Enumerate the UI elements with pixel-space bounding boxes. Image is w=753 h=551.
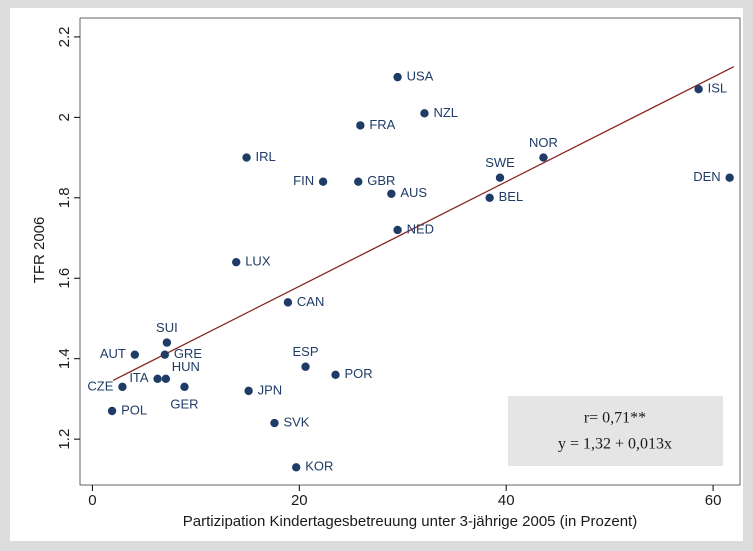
point bbox=[160, 350, 170, 359]
point bbox=[354, 177, 363, 186]
point bbox=[331, 370, 340, 379]
point-label: GRE bbox=[174, 346, 203, 361]
point bbox=[393, 225, 402, 235]
point-label: GER bbox=[170, 396, 198, 411]
point bbox=[244, 386, 253, 396]
annotation: r= 0,71** bbox=[584, 410, 646, 427]
annotation: y = 1,32 + 0,013x bbox=[558, 436, 672, 453]
x-axis-title: Partizipation Kindertagesbetreuung unter… bbox=[183, 513, 637, 530]
x-tick-label: 0 bbox=[88, 492, 96, 509]
point bbox=[153, 374, 162, 384]
point-label: CZE bbox=[87, 378, 113, 393]
point-label: GBR bbox=[367, 173, 395, 188]
y-tick-label: 1.8 bbox=[56, 187, 73, 208]
point bbox=[725, 173, 734, 182]
point bbox=[495, 173, 505, 182]
point bbox=[694, 84, 703, 94]
point bbox=[162, 338, 172, 347]
point bbox=[270, 418, 279, 428]
point bbox=[301, 362, 310, 371]
point-label: DEN bbox=[693, 169, 720, 184]
y-tick-label: 1.6 bbox=[56, 268, 73, 289]
point-label: FRA bbox=[369, 117, 395, 132]
point bbox=[107, 406, 117, 416]
point bbox=[420, 109, 429, 118]
point-label: JPN bbox=[258, 382, 283, 397]
point bbox=[118, 382, 127, 392]
y-tick-label: 2 bbox=[56, 113, 73, 121]
point bbox=[180, 382, 189, 392]
point-label: KOR bbox=[305, 459, 333, 474]
annotation-box bbox=[508, 396, 723, 466]
point-label: ESP bbox=[293, 344, 319, 359]
y-axis-title: TFR 2006 bbox=[31, 217, 48, 284]
point-label: HUN bbox=[172, 359, 200, 374]
point-label: POR bbox=[345, 366, 373, 381]
point-label: NED bbox=[407, 221, 434, 236]
point-label: ISL bbox=[708, 81, 728, 96]
point-label: IRL bbox=[256, 149, 276, 164]
point bbox=[161, 374, 171, 384]
y-tick-label: 1.4 bbox=[56, 348, 73, 369]
x-tick-label: 40 bbox=[498, 492, 515, 509]
trend-line bbox=[112, 66, 735, 381]
point-label: SVK bbox=[283, 414, 309, 429]
point bbox=[356, 121, 365, 130]
x-tick-label: 20 bbox=[291, 492, 308, 509]
point bbox=[393, 72, 402, 82]
y-tick-label: 1.2 bbox=[56, 429, 73, 450]
point bbox=[318, 177, 328, 186]
point-label: POL bbox=[121, 402, 147, 417]
point-label: ITA bbox=[129, 370, 149, 385]
x-tick-label: 60 bbox=[705, 492, 722, 509]
point bbox=[242, 153, 251, 162]
point bbox=[387, 189, 396, 198]
point-label: SUI bbox=[156, 320, 178, 335]
point-label: AUS bbox=[400, 185, 427, 200]
point bbox=[283, 298, 293, 307]
point-label: AUT bbox=[100, 346, 126, 361]
point-label: LUX bbox=[245, 254, 271, 269]
y-tick-label: 2.2 bbox=[56, 26, 73, 47]
point-label: BEL bbox=[499, 189, 524, 204]
point-label: CAN bbox=[297, 294, 324, 309]
point bbox=[539, 153, 548, 162]
point-label: NOR bbox=[529, 135, 558, 150]
point-label: USA bbox=[407, 69, 434, 84]
point-label: SWE bbox=[485, 155, 515, 170]
point bbox=[292, 463, 301, 472]
point bbox=[130, 350, 140, 359]
point bbox=[232, 257, 241, 267]
point-label: FIN bbox=[293, 173, 314, 188]
point bbox=[485, 193, 494, 203]
point-label: NZL bbox=[433, 105, 458, 120]
